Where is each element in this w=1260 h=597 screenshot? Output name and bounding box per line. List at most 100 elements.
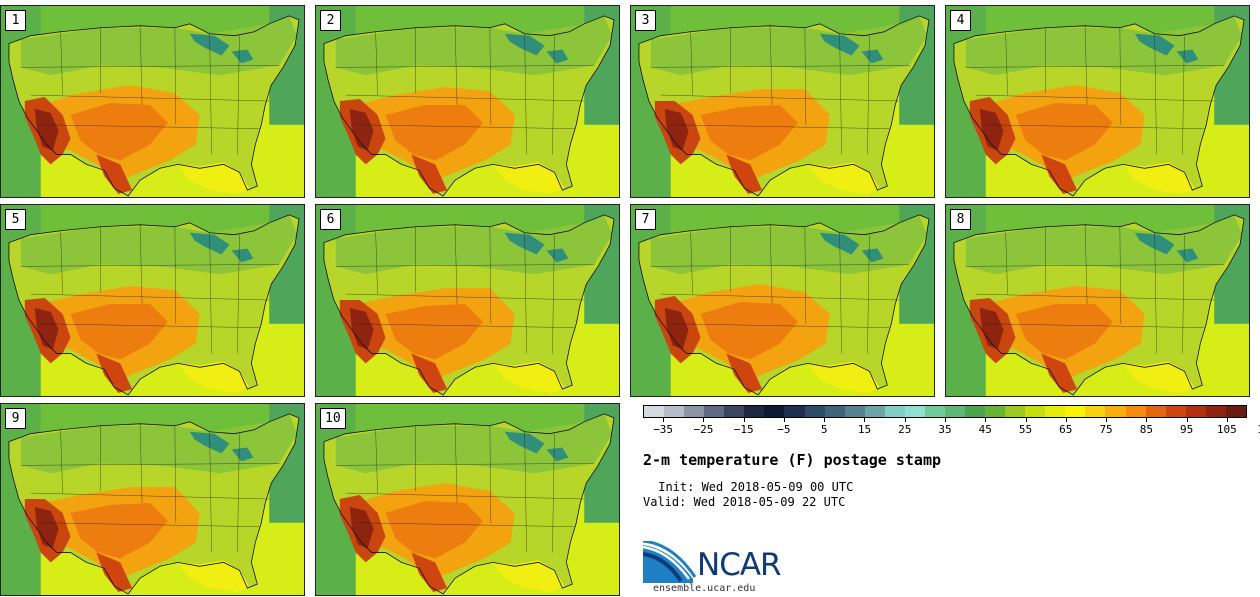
ensemble-member-panel-5: 5 <box>0 204 305 397</box>
colorbar-tick <box>663 418 665 422</box>
temperature-map <box>1 404 304 595</box>
colorbar-swatch <box>1205 406 1226 417</box>
temperature-map <box>946 205 1249 396</box>
colorbar-swatch <box>644 406 665 417</box>
ensemble-member-panel-1: 1 <box>0 5 305 198</box>
colorbar-swatch <box>824 406 845 417</box>
member-label: 4 <box>950 10 971 31</box>
colorbar-swatch <box>1045 406 1066 417</box>
colorbar-tick-label: 85 <box>1139 423 1153 436</box>
colorbar-tick-label: −5 <box>777 423 791 436</box>
colorbar-tick-label: 15 <box>857 423 872 436</box>
plot-title: 2-m temperature (F) postage stamp <box>643 451 942 469</box>
temperature-map <box>1 6 304 197</box>
temperature-map <box>316 6 619 197</box>
colorbar-swatch <box>904 406 925 417</box>
colorbar-swatch <box>1225 406 1246 417</box>
colorbar-tick-label: −25 <box>693 423 714 436</box>
colorbar-tick-label: 75 <box>1099 423 1113 436</box>
colorbar-swatch <box>924 406 945 417</box>
colorbar-tick-label: 5 <box>820 423 828 436</box>
ensemble-member-panel-3: 3 <box>630 5 935 198</box>
member-label: 7 <box>635 209 656 230</box>
colorbar-swatch <box>804 406 825 417</box>
temperature-map <box>316 205 619 396</box>
colorbar-tick-label: 35 <box>938 423 952 436</box>
ensemble-member-panel-8: 8 <box>945 204 1250 397</box>
colorbar-swatch <box>1125 406 1146 417</box>
colorbar-swatch <box>1105 406 1126 417</box>
colorbar-tick <box>1065 418 1067 422</box>
ensemble-member-panel-10: 10 <box>315 403 620 596</box>
member-label: 8 <box>950 209 971 230</box>
member-label: 1 <box>5 10 26 31</box>
temperature-map <box>1 205 304 396</box>
init-time: Init: Wed 2018-05-09 00 UTC <box>651 480 854 494</box>
colorbar-swatch <box>884 406 905 417</box>
colorbar-swatch <box>704 406 725 417</box>
colorbar-tick <box>1106 418 1108 422</box>
temperature-map <box>631 205 934 396</box>
member-label: 5 <box>5 209 26 230</box>
temperature-colorbar: −35 −25 −15 −5 5 15 25 35 45 55 65 75 85 95 105 115 <box>643 405 1260 437</box>
colorbar-tick-label: −35 <box>653 423 674 436</box>
ensemble-member-panel-4: 4 <box>945 5 1250 198</box>
colorbar-tick-label: 65 <box>1059 423 1073 436</box>
member-label: 10 <box>320 408 346 429</box>
ensemble-member-panel-2: 2 <box>315 5 620 198</box>
colorbar-swatch <box>864 406 885 417</box>
colorbar-tick-label: 95 <box>1179 423 1194 436</box>
colorbar-tick <box>743 418 745 422</box>
member-label: 3 <box>635 10 656 31</box>
colorbar-swatch <box>1025 406 1046 417</box>
colorbar-swatch <box>965 406 986 417</box>
colorbar-swatch <box>744 406 765 417</box>
colorbar-ticks: −35 −25 −15 −5 5 15 25 35 45 55 65 75 85 95 105 115 <box>643 418 1260 436</box>
colorbar-tick <box>824 418 826 422</box>
member-label: 6 <box>320 209 341 230</box>
colorbar-tick-label: 55 <box>1018 423 1033 436</box>
temperature-map <box>316 404 619 595</box>
colorbar-swatch <box>944 406 965 417</box>
colorbar-tick-label: 105 <box>1216 423 1237 436</box>
colorbar-swatch <box>1165 406 1186 417</box>
colorbar-tick-label: 25 <box>898 423 912 436</box>
colorbar-tick <box>1226 418 1228 422</box>
colorbar-swatch <box>1185 406 1206 417</box>
colorbar-tick <box>864 418 866 422</box>
colorbar-swatch <box>1085 406 1106 417</box>
ensemble-member-panel-9: 9 <box>0 403 305 596</box>
colorbar-tick <box>703 418 705 422</box>
colorbar-tick <box>1186 418 1188 422</box>
colorbar-swatch <box>844 406 865 417</box>
colorbar-tick-label: −15 <box>733 423 754 436</box>
ncar-logo-icon <box>643 541 697 583</box>
colorbar-swatch <box>1065 406 1086 417</box>
colorbar-tick-label: 115 <box>1257 423 1260 436</box>
colorbar-swatch <box>684 406 705 417</box>
member-label: 9 <box>5 408 26 429</box>
colorbar-tick-label: 45 <box>978 423 992 436</box>
colorbar-swatch <box>724 406 745 417</box>
colorbar-tick <box>904 418 906 422</box>
colorbar-swatch <box>784 406 805 417</box>
temperature-map <box>631 6 934 197</box>
colorbar-swatches <box>643 405 1247 418</box>
valid-time: Valid: Wed 2018-05-09 22 UTC <box>643 495 846 509</box>
colorbar-tick <box>1146 418 1148 422</box>
site-url: ensemble.ucar.edu <box>653 583 756 594</box>
colorbar-swatch <box>664 406 685 417</box>
colorbar-swatch <box>1005 406 1026 417</box>
logo-wordmark: NCAR <box>697 547 782 583</box>
ensemble-member-panel-7: 7 <box>630 204 935 397</box>
colorbar-swatch <box>764 406 785 417</box>
colorbar-tick <box>945 418 946 422</box>
temperature-map <box>946 6 1249 197</box>
colorbar-tick <box>985 418 987 422</box>
colorbar-tick <box>783 418 785 422</box>
colorbar-swatch <box>1145 406 1166 417</box>
ensemble-member-panel-6: 6 <box>315 204 620 397</box>
colorbar-tick <box>1025 418 1027 422</box>
colorbar-swatch <box>985 406 1006 417</box>
member-label: 2 <box>320 10 341 31</box>
